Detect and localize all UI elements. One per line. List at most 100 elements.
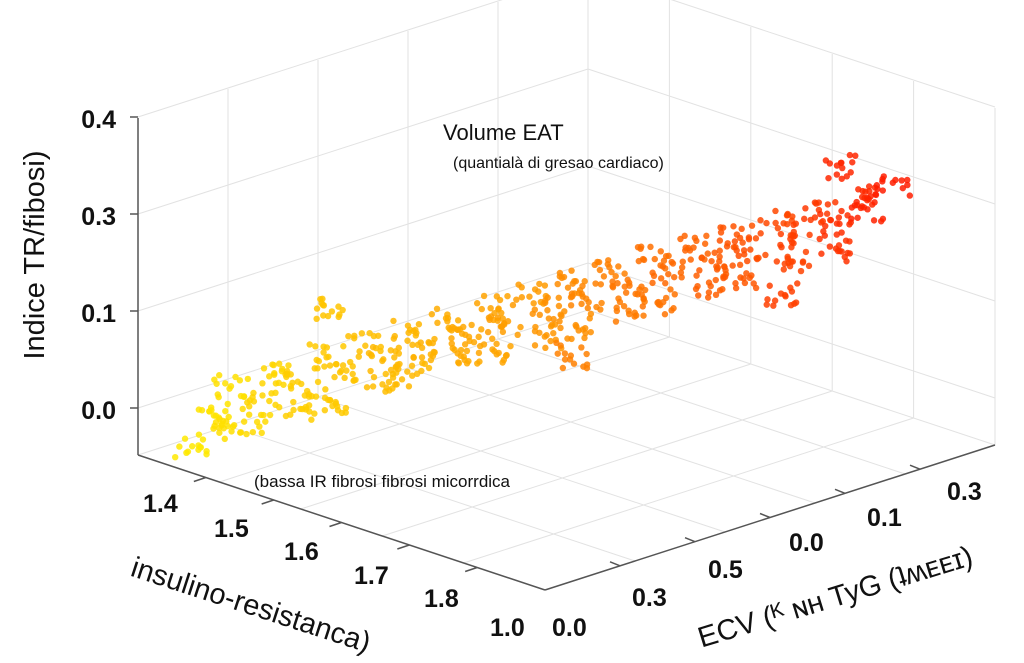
data-point-cluster (460, 353, 467, 360)
data-point-cluster (848, 215, 855, 222)
data-point (526, 293, 533, 300)
data-point-cluster (825, 174, 832, 182)
data-point-cluster (548, 321, 556, 329)
data-point-cluster (336, 311, 343, 318)
x-tick (193, 476, 207, 483)
data-point-cluster (495, 305, 502, 312)
data-point-cluster (311, 410, 318, 417)
data-point-cluster (764, 296, 771, 303)
data-point (487, 305, 494, 312)
data-point-cluster (712, 291, 720, 299)
data-point-cluster (457, 346, 465, 354)
data-point-cluster (313, 315, 320, 323)
data-point-cluster (530, 300, 537, 307)
floor-gridline (382, 390, 833, 537)
data-point-cluster (665, 252, 672, 260)
data-point-cluster (752, 235, 760, 242)
data-point-cluster (341, 374, 348, 382)
data-point-cluster (272, 389, 279, 397)
data-point-cluster (561, 356, 569, 363)
data-point-cluster (226, 385, 233, 392)
data-point-cluster (232, 373, 239, 381)
data-point-cluster (487, 313, 495, 320)
data-point-cluster (720, 263, 728, 270)
data-point-cluster (746, 274, 753, 282)
data-point-cluster (670, 305, 677, 312)
data-point-cluster (719, 224, 727, 231)
data-point-cluster (598, 299, 605, 307)
data-point-cluster (865, 183, 873, 190)
data-point-cluster (405, 383, 413, 390)
data-point-cluster (703, 232, 710, 240)
data-point-cluster (693, 237, 700, 245)
wall-gridline (670, 0, 996, 108)
data-point-cluster (224, 400, 231, 408)
data-point-cluster (290, 406, 297, 414)
floor-gridline (497, 338, 906, 475)
data-point-cluster (463, 360, 471, 367)
data-point-cluster (367, 367, 374, 375)
data-point-cluster (176, 443, 183, 450)
data-point-cluster (331, 373, 338, 381)
data-point (362, 342, 369, 349)
wall-gridline (587, 68, 996, 205)
data-point-cluster (317, 295, 324, 303)
data-point-cluster (806, 231, 813, 239)
data-point-cluster (195, 442, 202, 449)
data-point-cluster (753, 255, 761, 263)
data-point-cluster (729, 262, 736, 269)
data-point-cluster (695, 292, 702, 299)
data-point-cluster (834, 247, 842, 255)
data-point-cluster (535, 288, 542, 295)
data-point-cluster (266, 411, 274, 419)
data-point-cluster (314, 378, 322, 386)
x-tick (397, 544, 410, 550)
wall-gridline (137, 165, 589, 312)
data-point-cluster (542, 297, 549, 304)
data-point-cluster (559, 364, 567, 372)
data-point-cluster (844, 249, 851, 257)
data-point-cluster (612, 318, 620, 325)
data-point-cluster (777, 230, 785, 238)
data-point-cluster (410, 354, 417, 361)
data-point-cluster (771, 297, 779, 304)
data-point-cluster (581, 278, 588, 285)
data-point-cluster (513, 296, 520, 303)
data-point-cluster (417, 339, 424, 346)
data-point-cluster (404, 337, 411, 344)
data-point-cluster (784, 255, 792, 262)
data-point-cluster (583, 364, 591, 372)
data-point-cluster (835, 214, 843, 221)
data-point-cluster (460, 323, 467, 331)
data-point-cluster (466, 337, 473, 345)
data-point-cluster (215, 393, 222, 401)
data-point-cluster (721, 273, 729, 281)
data-point-cluster (517, 323, 524, 331)
data-point-cluster (790, 221, 797, 229)
data-point-cluster (640, 312, 647, 319)
data-point-cluster (719, 286, 726, 293)
data-point-cluster (324, 312, 332, 320)
data-point-cluster (816, 235, 823, 243)
data-point-cluster (744, 257, 751, 265)
data-point-cluster (345, 332, 352, 340)
floor-gridline (463, 417, 914, 564)
data-point-cluster (583, 350, 590, 358)
y-tick (609, 561, 621, 567)
data-point-cluster (387, 347, 394, 354)
data-point-cluster (600, 273, 608, 280)
data-point-cluster (647, 243, 654, 251)
data-point-cluster (788, 244, 795, 251)
data-point-cluster (275, 360, 283, 367)
data-point-cluster (500, 356, 508, 364)
data-point-cluster (355, 353, 362, 360)
data-point-cluster (249, 428, 257, 436)
data-point-cluster (408, 362, 416, 370)
data-point-cluster (732, 284, 740, 292)
data-point-cluster (578, 344, 585, 351)
data-point-cluster (904, 176, 911, 184)
data-point-cluster (784, 210, 791, 218)
data-point-cluster (270, 371, 278, 378)
data-point-cluster (631, 313, 638, 320)
data-point-cluster (262, 418, 269, 425)
